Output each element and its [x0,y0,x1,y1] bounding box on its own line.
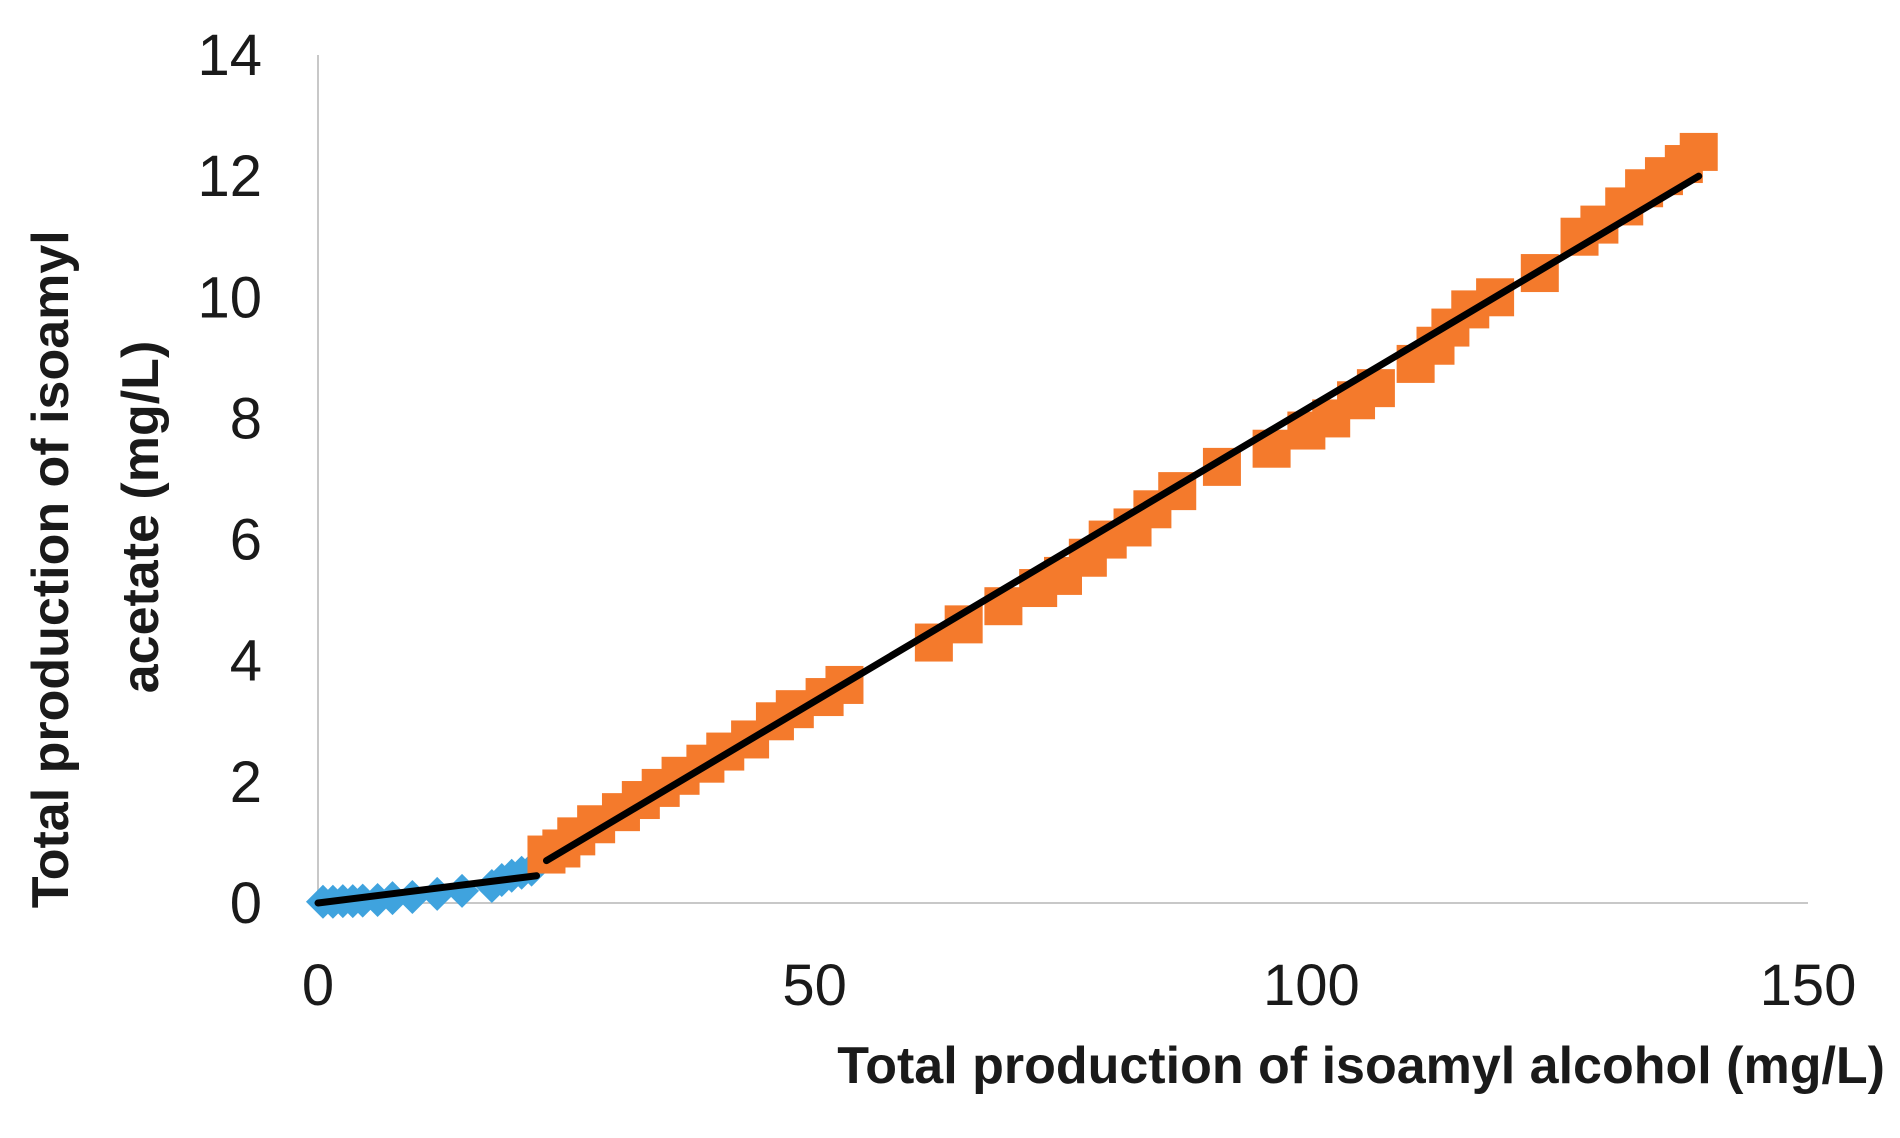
x-tick-label: 0 [302,953,334,1018]
y-axis-title-line-1: Total production of isoamyl [22,230,80,908]
tick-labels: 0 50 100 150 0 2 4 6 8 10 12 14 [197,23,1856,1018]
data-point-square [1679,132,1718,171]
y-tick-label: 0 [230,871,262,936]
y-tick-label: 10 [197,265,262,330]
y-axis-title: Total production of isoamyl acetate (mg/… [22,216,170,908]
x-tick-label: 50 [782,953,847,1018]
trendlines [314,172,1703,907]
y-tick-label: 2 [230,750,262,815]
trendline [542,172,1703,865]
x-tick-label: 100 [1263,953,1360,1018]
y-tick-label: 14 [197,23,262,88]
x-tick-label: 150 [1760,953,1857,1018]
y-tick-label: 12 [197,144,262,209]
x-axis-title: Total production of isoamyl alcohol (mg/… [837,1037,1885,1095]
y-axis-title-line-2: acetate (mg/L) [112,341,170,694]
trendline [314,872,541,907]
axes [317,55,1808,904]
y-tick-label: 8 [230,386,262,451]
y-tick-label: 4 [230,629,262,694]
data-points [305,132,1718,919]
y-tick-label: 6 [230,508,262,573]
